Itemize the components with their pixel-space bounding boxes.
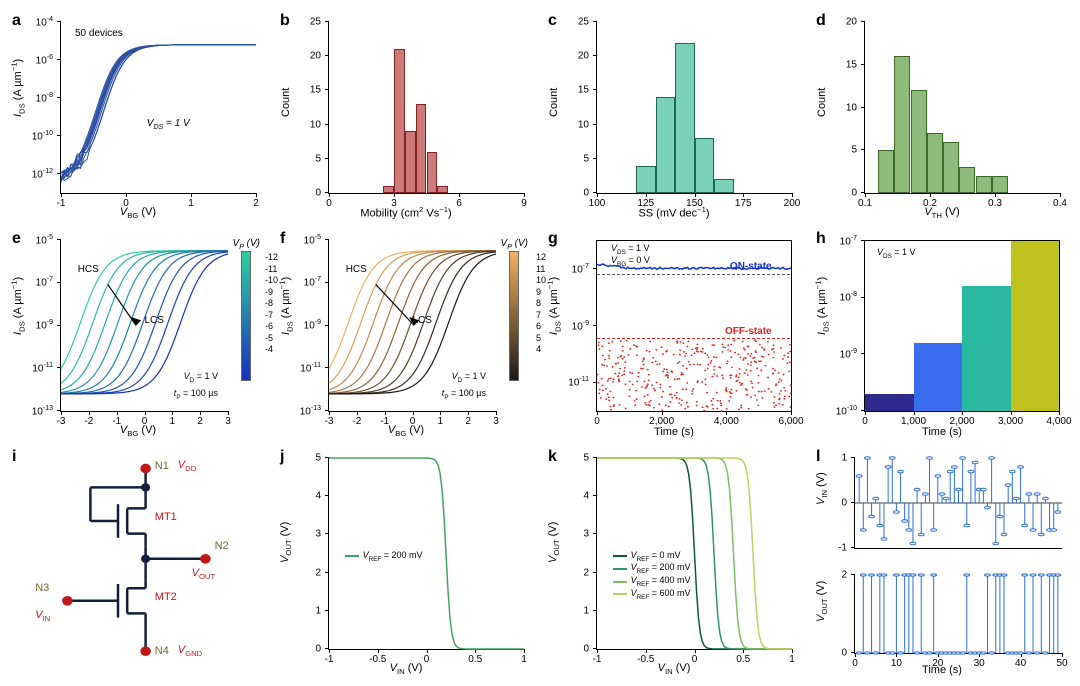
- panel-j: j VOUT (V) -1-0.500.51012345VREF = 200 m…: [280, 448, 532, 678]
- panel-b-plot: 03690510152025: [328, 22, 524, 194]
- panel-label-h: h: [816, 230, 826, 248]
- panel-e: e IDS (A µm−1) -3-2-1012310-1310-1110-91…: [12, 230, 264, 440]
- panel-i: i N1VDDMT1N2VOUTN3VINMT2N4VGND: [12, 448, 264, 678]
- panel-b-ylabel: Count: [280, 88, 292, 117]
- panel-label-l: l: [816, 448, 820, 466]
- panel-c: c Count 1001251501752000510152025 SS (mV…: [548, 12, 800, 222]
- panel-g: g IDS (A µm−1) 02,0004,0006,00010-1110-9…: [548, 230, 800, 440]
- panel-label-k: k: [548, 448, 557, 466]
- panel-label-b: b: [280, 12, 290, 30]
- panel-label-a: a: [12, 12, 21, 30]
- panel-h-ylabel: IDS (A µm−1): [814, 277, 831, 335]
- panel-l-bottom-plot: 0102030405002: [854, 575, 1062, 654]
- panel-d-plot: 0.10.20.30.405101520: [864, 22, 1060, 194]
- panel-l-top-ylabel: VIN (V): [815, 472, 829, 505]
- panel-l-bot-ylabel: VOUT (V): [815, 580, 829, 621]
- panel-j-ylabel: VOUT (V): [279, 522, 293, 563]
- panel-label-d: d: [816, 12, 826, 30]
- panel-i-circuit: N1VDDMT1N2VOUTN3VINMT2N4VGND: [26, 458, 256, 668]
- panel-f-ylabel: IDS (A µm−1): [278, 277, 295, 335]
- panel-a: a IDS (A µm−1) -101210-1210-1010-810-610…: [12, 12, 264, 222]
- panel-k-plot: -1-0.500.51012345VREF = 0 mVVREF = 200 m…: [596, 458, 792, 650]
- panel-g-ylabel: IDS (A µm−1): [546, 277, 563, 335]
- panel-j-xlabel: VIN (V): [390, 662, 423, 676]
- panel-d-ylabel: Count: [816, 88, 828, 117]
- panel-f: f IDS (A µm−1) -3-2-1012310-1310-1110-91…: [280, 230, 532, 440]
- panel-h: h IDS (A µm−1) 01,0002,0003,0004,00010-1…: [816, 230, 1068, 440]
- panel-e-xlabel: VBG (V): [120, 424, 156, 438]
- panel-k: k VOUT (V) -1-0.500.51012345VREF = 0 mVV…: [548, 448, 800, 678]
- panel-l-xlabel: Time (s): [922, 664, 962, 676]
- panel-h-plot: 01,0002,0003,0004,00010-1010-910-810-7VD…: [864, 240, 1060, 412]
- panel-c-plot: 1001251501752000510152025: [596, 22, 792, 194]
- panel-label-e: e: [12, 230, 21, 248]
- panel-b-xlabel: Mobility (cm2 Vs−1): [360, 205, 451, 220]
- panel-d: d Count 0.10.20.30.405101520 VTH (V): [816, 12, 1068, 222]
- panel-l: l VIN (V) -101 VOUT (V) 0102030405002 Ti…: [816, 448, 1068, 678]
- panel-a-ylabel: IDS (A µm−1): [10, 59, 27, 117]
- panel-label-g: g: [548, 230, 558, 248]
- panel-g-xlabel: Time (s): [654, 426, 694, 438]
- panel-f-xlabel: VBG (V): [388, 424, 424, 438]
- panel-l-stack: VIN (V) -101 VOUT (V) 0102030405002 Time…: [816, 448, 1068, 678]
- panel-l-top-plot: -101: [854, 458, 1062, 549]
- panel-g-plot: 02,0004,0006,00010-1110-910-7VDS = 1 VVB…: [596, 240, 792, 412]
- panel-a-plot: -101210-1210-1010-810-610-450 devicesVDS…: [60, 22, 256, 194]
- panel-k-ylabel: VOUT (V): [547, 522, 561, 563]
- panel-c-ylabel: Count: [548, 88, 560, 117]
- panel-k-xlabel: VIN (V): [658, 662, 691, 676]
- panel-a-xlabel: VBG (V): [120, 206, 156, 220]
- panel-b: b Count 03690510152025 Mobility (cm2 Vs−…: [280, 12, 532, 222]
- panel-l-bottom: VOUT (V) 0102030405002 Time (s): [816, 565, 1068, 678]
- panel-d-xlabel: VTH (V): [924, 206, 959, 220]
- panel-label-f: f: [280, 230, 285, 248]
- panel-label-c: c: [548, 12, 557, 30]
- panel-l-top: VIN (V) -101: [816, 448, 1068, 561]
- panel-label-i: i: [12, 448, 16, 466]
- panel-h-xlabel: Time (s): [922, 426, 962, 438]
- panel-f-plot: -3-2-1012310-1310-1110-910-710-5HCSLCSVD…: [328, 240, 496, 412]
- figure-grid: a IDS (A µm−1) -101210-1210-1010-810-610…: [12, 12, 1068, 674]
- panel-j-plot: -1-0.500.51012345VREF = 200 mV: [328, 458, 524, 650]
- panel-label-j: j: [280, 448, 284, 466]
- panel-e-ylabel: IDS (A µm−1): [10, 277, 27, 335]
- panel-e-plot: -3-2-1012310-1310-1110-910-710-5HCSLCSVD…: [60, 240, 228, 412]
- panel-c-xlabel: SS (mV dec−1): [638, 205, 709, 220]
